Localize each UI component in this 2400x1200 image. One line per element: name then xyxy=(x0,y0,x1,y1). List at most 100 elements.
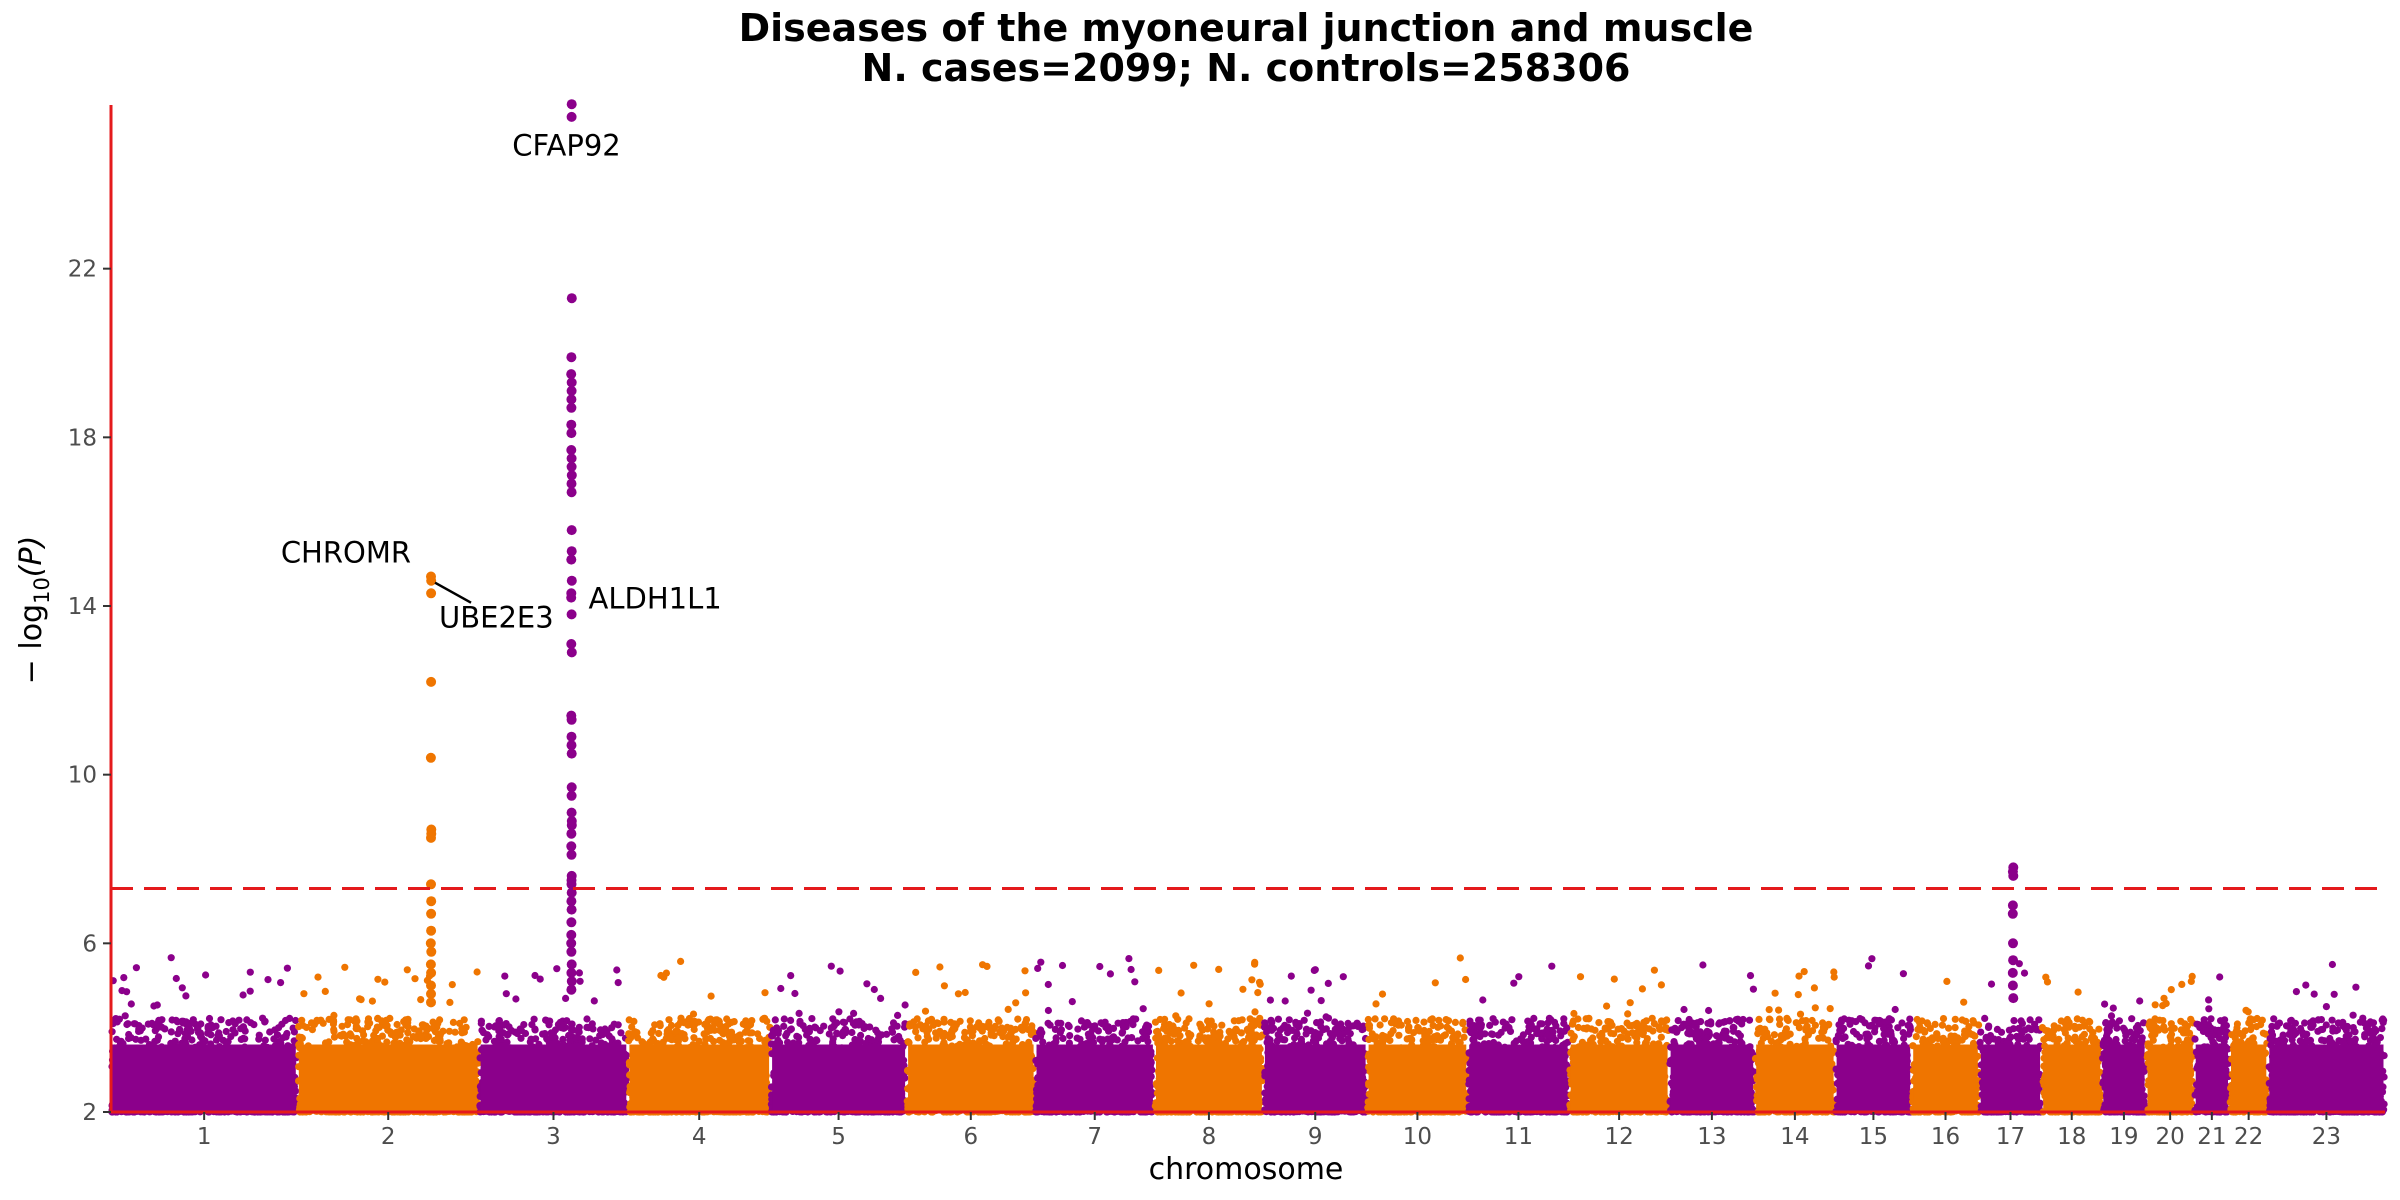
data-point xyxy=(839,1028,847,1036)
data-point xyxy=(575,969,584,977)
data-point xyxy=(672,1027,680,1036)
data-point xyxy=(283,964,291,972)
data-point xyxy=(721,1025,729,1033)
data-point xyxy=(805,1028,814,1036)
data-point xyxy=(703,1028,712,1036)
data-point xyxy=(392,1028,400,1037)
data-point xyxy=(300,990,308,998)
data-point xyxy=(725,1032,734,1041)
data-point xyxy=(825,1030,833,1038)
data-point xyxy=(417,1033,425,1041)
data-point xyxy=(148,1019,156,1027)
data-point xyxy=(542,1016,550,1024)
data-point xyxy=(894,1011,902,1020)
data-point xyxy=(774,1027,783,1035)
data-point xyxy=(171,1037,179,1045)
data-point xyxy=(576,977,584,985)
data-point xyxy=(771,1016,779,1024)
data-point xyxy=(655,1029,663,1038)
data-point xyxy=(373,1023,381,1031)
data-point xyxy=(434,1019,442,1027)
data-point xyxy=(286,1014,294,1023)
data-point xyxy=(277,979,285,987)
data-point xyxy=(178,984,186,992)
data-point xyxy=(787,1016,795,1024)
data-point xyxy=(261,1017,269,1025)
data-point xyxy=(127,1034,135,1042)
data-point xyxy=(777,984,785,993)
data-point xyxy=(446,998,454,1007)
data-point xyxy=(356,995,364,1003)
data-point xyxy=(730,1018,738,1026)
data-point xyxy=(857,1031,865,1039)
data-point xyxy=(520,1021,528,1029)
data-point xyxy=(151,1027,159,1035)
data-point xyxy=(417,996,425,1004)
data-point xyxy=(874,1034,883,1042)
dense-point-band xyxy=(480,1044,627,1112)
data-point xyxy=(808,1015,816,1023)
data-point xyxy=(205,1014,214,1023)
data-point xyxy=(246,987,254,995)
data-point xyxy=(130,1020,138,1028)
data-point xyxy=(536,975,544,983)
data-point xyxy=(739,1020,747,1028)
data-point xyxy=(352,1015,360,1023)
data-point xyxy=(229,1017,237,1025)
data-point xyxy=(151,1037,159,1045)
data-point xyxy=(848,1028,856,1037)
data-point xyxy=(684,1021,692,1029)
data-point xyxy=(342,1032,350,1040)
data-point xyxy=(229,1026,237,1034)
data-point xyxy=(448,981,456,989)
data-point xyxy=(120,974,128,982)
data-point xyxy=(275,1024,283,1032)
data-point xyxy=(364,1015,373,1023)
data-point xyxy=(181,1029,189,1038)
data-point xyxy=(748,1017,756,1025)
data-point xyxy=(217,1016,225,1024)
data-point xyxy=(675,1034,683,1042)
data-point xyxy=(175,1027,183,1035)
data-point xyxy=(155,1016,163,1024)
data-point xyxy=(690,1025,698,1034)
data-point xyxy=(344,1016,352,1024)
data-point xyxy=(705,1016,713,1024)
data-point xyxy=(246,968,254,976)
data-point xyxy=(795,1009,803,1018)
data-point xyxy=(512,995,520,1003)
data-point xyxy=(419,1021,427,1029)
data-point xyxy=(214,1032,222,1040)
data-point xyxy=(691,1017,699,1025)
data-point xyxy=(341,963,349,971)
data-point xyxy=(583,1015,591,1023)
data-point xyxy=(202,971,210,979)
data-point xyxy=(665,1016,673,1024)
data-point xyxy=(132,964,140,972)
data-point xyxy=(321,987,329,996)
data-point xyxy=(783,1029,791,1037)
data-point xyxy=(590,997,598,1005)
data-point xyxy=(121,1012,129,1020)
data-point xyxy=(237,1035,245,1043)
data-point xyxy=(787,972,795,980)
data-point xyxy=(557,1024,565,1032)
data-point xyxy=(360,1031,368,1039)
data-point xyxy=(649,1035,657,1043)
data-point xyxy=(374,975,382,983)
data-point xyxy=(630,1017,638,1025)
data-point xyxy=(961,988,969,997)
data-point xyxy=(660,973,668,981)
data-point xyxy=(261,1036,269,1044)
data-point xyxy=(735,1031,744,1039)
data-point xyxy=(677,957,685,966)
data-point xyxy=(795,1033,803,1041)
data-point xyxy=(531,1026,539,1034)
data-point xyxy=(266,1028,274,1036)
data-point xyxy=(295,1033,303,1041)
data-point xyxy=(188,1036,196,1044)
data-point xyxy=(404,1029,412,1037)
data-point xyxy=(127,1000,135,1008)
data-point xyxy=(501,972,509,980)
data-point xyxy=(527,1035,535,1043)
